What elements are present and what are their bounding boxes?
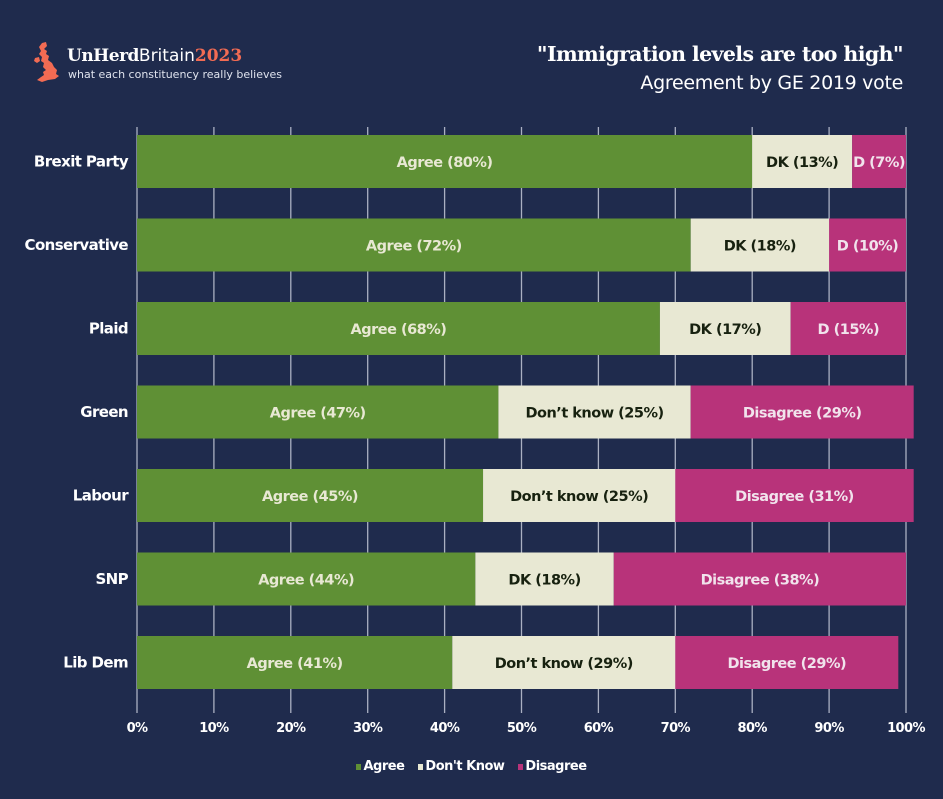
chart-subtitle: Agreement by GE 2019 vote xyxy=(640,72,903,94)
data-label: D (10%) xyxy=(837,239,899,255)
data-label: Disagree (29%) xyxy=(743,406,862,422)
data-label: Disagree (38%) xyxy=(701,573,820,589)
category-label: Green xyxy=(80,403,128,421)
bar-segment xyxy=(690,218,830,272)
category-label: Brexit Party xyxy=(34,153,129,171)
data-label: Agree (68%) xyxy=(350,322,446,338)
uk-map-icon xyxy=(34,42,59,82)
bar-segment xyxy=(498,385,691,439)
brand-year: 2023 xyxy=(194,46,243,66)
data-label: D (7%) xyxy=(853,155,905,171)
bar-segment xyxy=(475,552,614,606)
x-tick-label: 90% xyxy=(814,721,844,736)
bar-segment xyxy=(137,135,753,188)
legend-label-disagree: Disagree xyxy=(525,759,587,774)
bar-segment xyxy=(829,218,906,272)
legend: Agree Don't Know Disagree xyxy=(0,759,943,774)
x-tick-label: 40% xyxy=(430,721,460,736)
x-tick-label: 10% xyxy=(199,721,229,736)
legend-item-agree: Agree xyxy=(356,759,405,774)
legend-swatch-dont-know xyxy=(418,764,424,770)
bar-segment xyxy=(690,385,914,439)
category-label: Conservative xyxy=(25,236,129,254)
x-tick-label: 80% xyxy=(738,721,768,736)
legend-label-dont-know: Don't Know xyxy=(425,759,505,774)
data-label: DK (18%) xyxy=(508,573,580,589)
x-tick-label: 70% xyxy=(661,721,691,736)
legend-swatch-disagree xyxy=(518,764,524,770)
x-tick-label: 0% xyxy=(127,721,148,736)
data-label: DK (18%) xyxy=(724,239,796,255)
bar-segment xyxy=(675,636,899,689)
data-label: DK (13%) xyxy=(766,155,838,171)
bar-segment xyxy=(137,302,660,355)
bar-segment xyxy=(852,135,906,188)
bar-segment xyxy=(137,218,691,272)
category-label: Plaid xyxy=(89,320,128,338)
category-label: Lib Dem xyxy=(63,654,128,672)
data-label: Agree (44%) xyxy=(258,573,354,589)
bar-segment xyxy=(137,636,453,689)
data-label: Don’t know (25%) xyxy=(525,406,663,422)
bar-segment xyxy=(483,469,676,522)
x-tick-label: 100% xyxy=(887,721,925,736)
data-label: Disagree (29%) xyxy=(727,656,846,672)
data-label: Agree (80%) xyxy=(397,155,493,171)
data-label: Don’t know (29%) xyxy=(495,656,633,672)
bar-segment xyxy=(675,469,914,522)
chart-title: "Immigration levels are too high" xyxy=(536,42,904,66)
data-label: Disagree (31%) xyxy=(735,489,854,505)
bar-segment xyxy=(790,302,906,355)
bar-segment xyxy=(137,385,499,439)
brand-name: UnHerdBritain2023 xyxy=(67,46,242,66)
bar-segment xyxy=(452,636,676,689)
x-tick-label: 60% xyxy=(584,721,614,736)
bar-segment xyxy=(613,552,906,606)
x-tick-label: 50% xyxy=(507,721,537,736)
data-label: Agree (41%) xyxy=(247,656,343,672)
data-label: D (15%) xyxy=(818,322,880,338)
x-tick-label: 30% xyxy=(353,721,383,736)
legend-item-dont-know: Don't Know xyxy=(418,759,505,774)
brand-name-part2: Britain xyxy=(138,46,195,66)
bar-segment xyxy=(137,552,476,606)
legend-item-disagree: Disagree xyxy=(518,759,587,774)
bar-segment xyxy=(659,302,791,355)
data-label: Agree (47%) xyxy=(270,406,366,422)
category-label: Labour xyxy=(73,487,129,505)
brand-tagline: what each constituency really believes xyxy=(68,68,283,81)
data-label: Agree (45%) xyxy=(262,489,358,505)
brand-name-part1: UnHerd xyxy=(67,46,139,66)
category-label: SNP xyxy=(95,570,128,588)
data-label: Agree (72%) xyxy=(366,239,462,255)
legend-label-agree: Agree xyxy=(363,759,405,774)
data-label: Don’t know (25%) xyxy=(510,489,648,505)
x-tick-label: 20% xyxy=(276,721,306,736)
bar-segment xyxy=(137,469,484,522)
data-label: DK (17%) xyxy=(689,322,761,338)
bar-segment xyxy=(752,135,853,188)
legend-swatch-agree xyxy=(356,764,362,770)
